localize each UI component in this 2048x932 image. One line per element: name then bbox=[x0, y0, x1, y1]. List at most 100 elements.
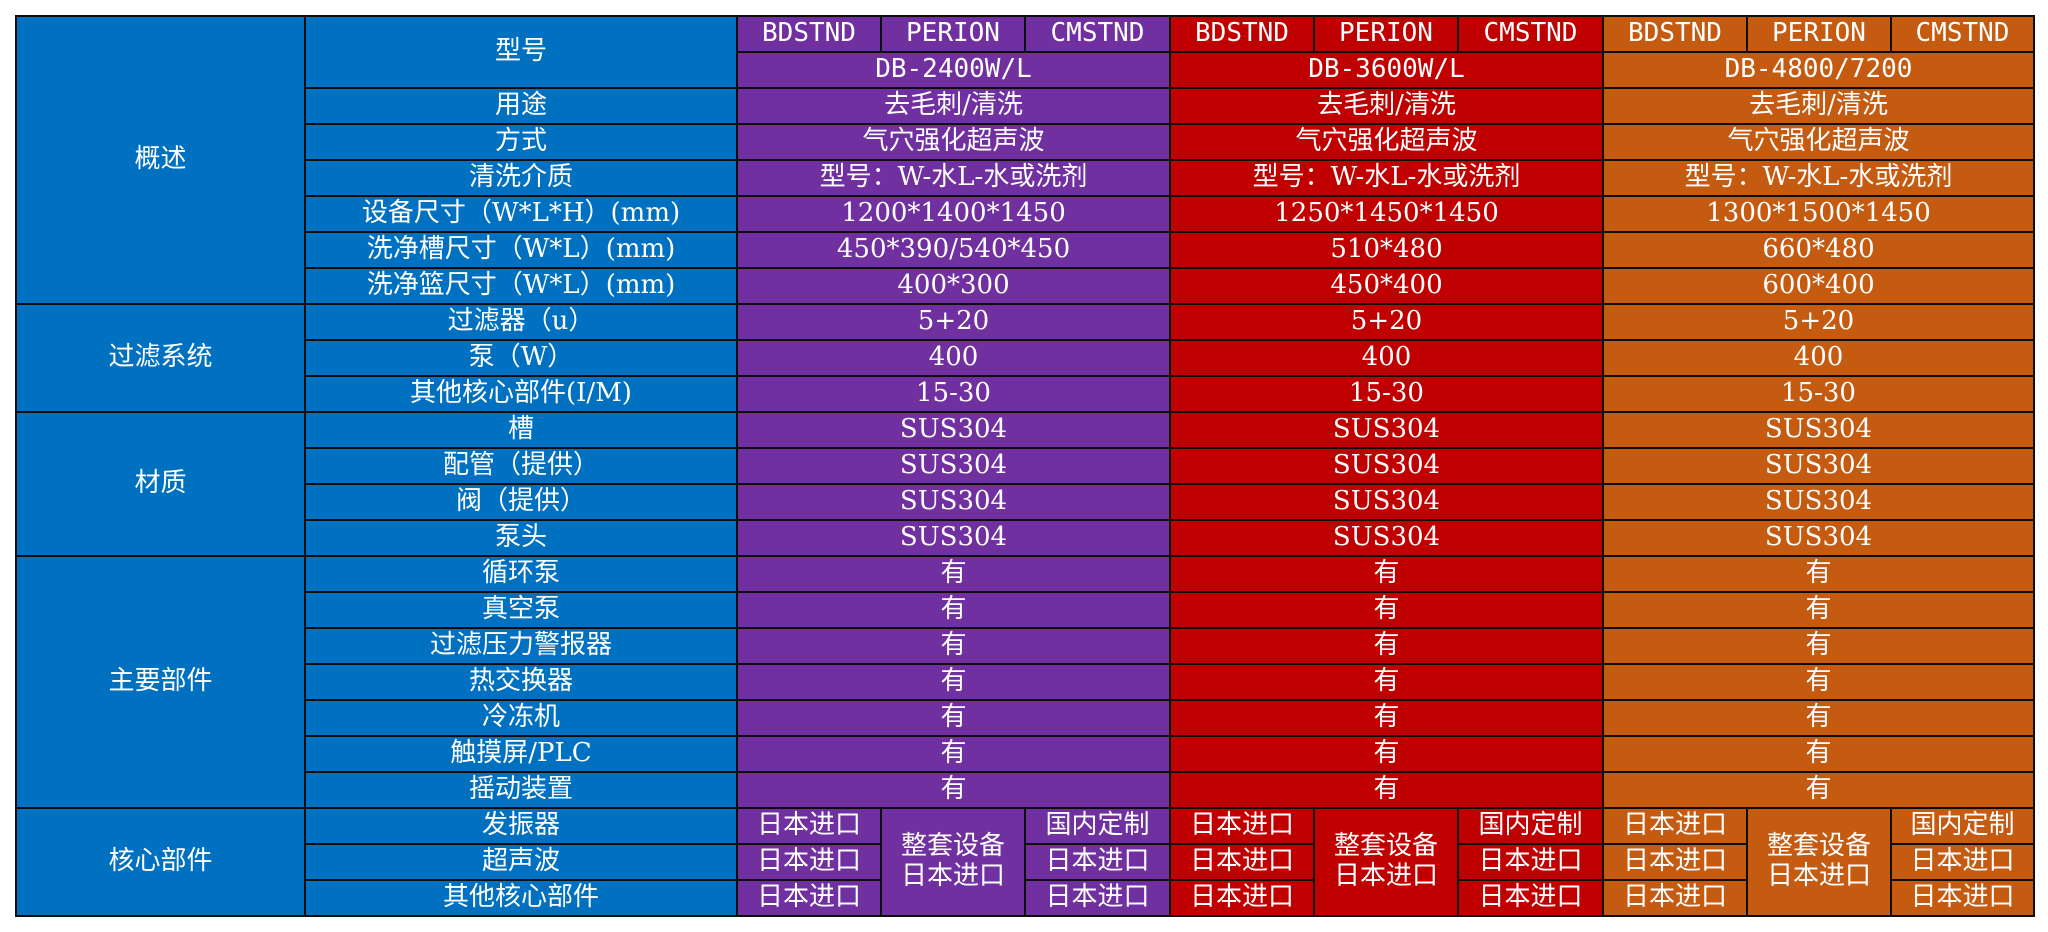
core-bdstnd-value: 日本进口 bbox=[736, 879, 882, 917]
cell-value: 5+20 bbox=[1602, 303, 2035, 341]
perion-line: 整套设备 bbox=[900, 831, 1005, 862]
row-label: 阀（提供） bbox=[304, 483, 738, 521]
cell-value: 有 bbox=[736, 735, 1171, 773]
cell-value: SUS304 bbox=[736, 483, 1171, 521]
core-perion-value: 整套设备 日本进口 bbox=[1313, 807, 1459, 917]
row-label-model: 型号 bbox=[304, 15, 738, 89]
table-row: 其他核心部件 日本进口 日本进口 日本进口 日本进口 日本进口 日本进口 bbox=[16, 879, 2035, 917]
table-row: 其他核心部件(I/M) 15-30 15-30 15-30 bbox=[16, 375, 2035, 413]
table-row: 概述 型号 BDSTND PERION CMSTND BDSTND PERION… bbox=[15, 15, 2035, 305]
cell-value: 有 bbox=[1169, 555, 1604, 593]
row-label: 泵（W） bbox=[304, 339, 738, 377]
cell-value: SUS304 bbox=[1602, 483, 2035, 521]
core-cmstnd-value: 日本进口 bbox=[1890, 879, 2035, 917]
table-row: 主要部件 循环泵 有 有 有 bbox=[15, 555, 2035, 809]
cell-value: 1200*1400*1450 bbox=[736, 195, 1171, 233]
cell-value: SUS304 bbox=[1602, 447, 2035, 485]
spec-table-container: 概述 型号 BDSTND PERION CMSTND BDSTND PERION… bbox=[15, 15, 2035, 917]
core-bdstnd-value: 日本进口 bbox=[1169, 843, 1315, 881]
row-label: 发振器 bbox=[304, 807, 738, 845]
cell-value: SUS304 bbox=[1169, 483, 1604, 521]
cell-value: 5+20 bbox=[1169, 303, 1604, 341]
core-cmstnd-value: 国内定制 bbox=[1457, 807, 1604, 845]
core-cmstnd-value: 国内定制 bbox=[1890, 807, 2035, 845]
core-cmstnd-value: 日本进口 bbox=[1457, 843, 1604, 881]
cell-value: 1250*1450*1450 bbox=[1169, 195, 1604, 233]
cell-value: 有 bbox=[1602, 627, 2035, 665]
cell-value: 有 bbox=[1169, 591, 1604, 629]
cell-value: 400 bbox=[736, 339, 1171, 377]
cell-value: SUS304 bbox=[736, 447, 1171, 485]
row-label: 其他核心部件 bbox=[304, 879, 738, 917]
row-label: 方式 bbox=[304, 123, 738, 161]
cell-value: 去毛刺/清洗 bbox=[1602, 87, 2035, 125]
table-row: 摇动装置 有 有 有 bbox=[16, 771, 2035, 809]
cell-value: 有 bbox=[1602, 735, 2035, 773]
cell-value: 有 bbox=[736, 663, 1171, 701]
category-material: 材质 bbox=[15, 411, 306, 557]
row-label: 冷冻机 bbox=[304, 699, 738, 737]
cell-value: 600*400 bbox=[1602, 267, 2035, 305]
row-label: 超声波 bbox=[304, 843, 738, 881]
core-cmstnd-value: 日本进口 bbox=[1457, 879, 1604, 917]
cell-value: SUS304 bbox=[1602, 411, 2035, 449]
table-row: DB-2400W/L DB-3600W/L DB-4800/7200 bbox=[16, 51, 2035, 89]
row-label: 热交换器 bbox=[304, 663, 738, 701]
cell-value: 有 bbox=[736, 591, 1171, 629]
perion-line: 整套设备 bbox=[1333, 831, 1438, 862]
table-row: 核心部件 发振器 日本进口 整套设备 日本进口 国内定制 日本进口 整套设备 日本进… bbox=[15, 807, 2035, 917]
table-row: 过滤系统 过滤器（u） 5+20 5+20 5+20 bbox=[15, 303, 2035, 413]
core-bdstnd-value: 日本进口 bbox=[1169, 879, 1315, 917]
category-core-parts: 核心部件 bbox=[15, 807, 306, 917]
brand-label: BDSTND bbox=[1602, 15, 1748, 53]
cell-value: 5+20 bbox=[736, 303, 1171, 341]
cell-value: 型号：W-水L-水或洗剂 bbox=[1602, 159, 2035, 197]
core-cmstnd-value: 日本进口 bbox=[1024, 843, 1171, 881]
perion-line: 日本进口 bbox=[1333, 861, 1438, 891]
cell-value: SUS304 bbox=[1169, 519, 1604, 557]
cell-value: 气穴强化超声波 bbox=[1169, 123, 1604, 161]
category-main-parts: 主要部件 bbox=[15, 555, 306, 809]
cell-value: 有 bbox=[1169, 627, 1604, 665]
cell-value: SUS304 bbox=[1169, 411, 1604, 449]
cell-value: 有 bbox=[1602, 591, 2035, 629]
cell-value: SUS304 bbox=[736, 411, 1171, 449]
table-row: 过滤压力警报器 有 有 有 bbox=[16, 627, 2035, 665]
table-row: 触摸屏/PLC 有 有 有 bbox=[16, 735, 2035, 773]
row-label: 循环泵 bbox=[304, 555, 738, 593]
cell-value: 15-30 bbox=[1169, 375, 1604, 413]
row-label: 用途 bbox=[304, 87, 738, 125]
table-row: 方式 气穴强化超声波 气穴强化超声波 气穴强化超声波 bbox=[16, 123, 2035, 161]
table-row: 用途 去毛刺/清洗 去毛刺/清洗 去毛刺/清洗 bbox=[16, 87, 2035, 125]
row-label: 过滤器（u） bbox=[304, 303, 738, 341]
row-label: 槽 bbox=[304, 411, 738, 449]
core-perion-value: 整套设备 日本进口 bbox=[880, 807, 1026, 917]
core-cmstnd-value: 日本进口 bbox=[1024, 879, 1171, 917]
row-label: 摇动装置 bbox=[304, 771, 738, 809]
category-overview: 概述 bbox=[15, 15, 306, 305]
row-label: 触摸屏/PLC bbox=[304, 735, 738, 773]
row-label: 泵头 bbox=[304, 519, 738, 557]
cell-value: 有 bbox=[1602, 699, 2035, 737]
table-row: 冷冻机 有 有 有 bbox=[16, 699, 2035, 737]
perion-line: 日本进口 bbox=[1766, 861, 1871, 891]
row-label: 配管（提供） bbox=[304, 447, 738, 485]
model-value: DB-3600W/L bbox=[1169, 51, 1604, 89]
table-row: 洗净槽尺寸（W*L）(mm) 450*390/540*450 510*480 6… bbox=[16, 231, 2035, 269]
cell-value: 450*400 bbox=[1169, 267, 1604, 305]
brand-label: BDSTND bbox=[736, 15, 882, 53]
core-cmstnd-value: 国内定制 bbox=[1024, 807, 1171, 845]
cell-value: 有 bbox=[1169, 663, 1604, 701]
core-bdstnd-value: 日本进口 bbox=[736, 807, 882, 845]
table-row: 洗净篮尺寸（W*L）(mm) 400*300 450*400 600*400 bbox=[16, 267, 2035, 305]
core-bdstnd-value: 日本进口 bbox=[1602, 879, 1748, 917]
cell-value: 450*390/540*450 bbox=[736, 231, 1171, 269]
table-row: 配管（提供） SUS304 SUS304 SUS304 bbox=[16, 447, 2035, 485]
cell-value: 气穴强化超声波 bbox=[736, 123, 1171, 161]
brand-label: CMSTND bbox=[1024, 15, 1171, 53]
core-cmstnd-value: 日本进口 bbox=[1890, 843, 2035, 881]
cell-value: 有 bbox=[736, 771, 1171, 809]
model-value: DB-4800/7200 bbox=[1602, 51, 2035, 89]
perion-line: 日本进口 bbox=[900, 861, 1005, 891]
row-label: 其他核心部件(I/M) bbox=[304, 375, 738, 413]
